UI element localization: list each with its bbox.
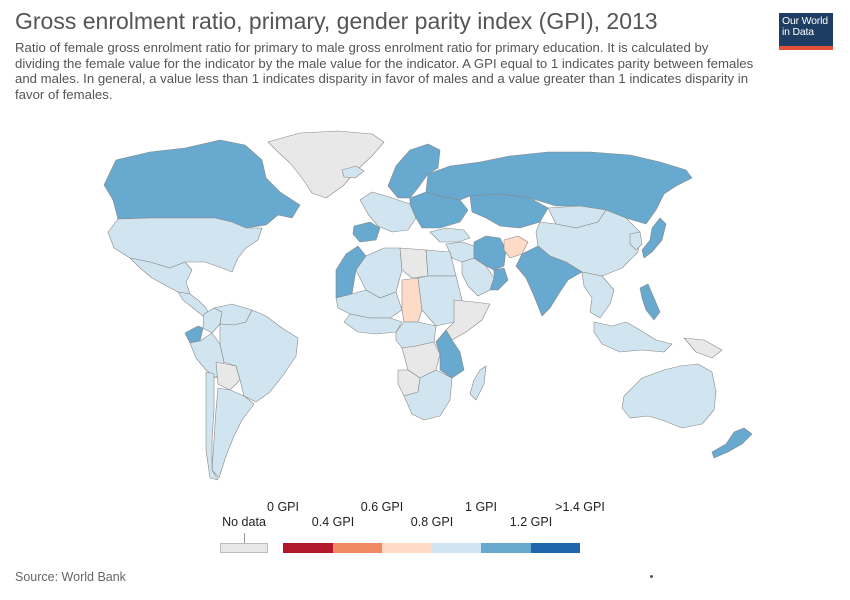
logo-line-1: Our World bbox=[782, 15, 828, 27]
region-libya[interactable] bbox=[399, 247, 429, 279]
region-iceland[interactable] bbox=[341, 165, 365, 179]
chart-subtitle: Ratio of female gross enrolment ratio fo… bbox=[15, 40, 754, 102]
legend-bin-swatch[interactable] bbox=[481, 543, 531, 553]
region-japan[interactable] bbox=[641, 217, 667, 259]
region-india[interactable] bbox=[515, 245, 583, 317]
region-philippines[interactable] bbox=[639, 283, 661, 321]
region-ecuador[interactable] bbox=[184, 325, 204, 344]
region-scandinavia[interactable] bbox=[387, 143, 441, 199]
region-southeast-asia[interactable] bbox=[581, 271, 615, 319]
our-world-in-data-logo[interactable]: Our World in Data bbox=[779, 13, 833, 50]
region-mexico[interactable] bbox=[129, 257, 193, 295]
world-map bbox=[103, 130, 753, 481]
region-horn-of-africa[interactable] bbox=[445, 299, 491, 341]
legend-bin-swatch[interactable] bbox=[333, 543, 382, 553]
legend-tick bbox=[244, 533, 245, 543]
region-australia[interactable] bbox=[621, 363, 717, 429]
region-sudan[interactable] bbox=[417, 275, 463, 327]
region-madagascar[interactable] bbox=[469, 365, 487, 401]
region-turkey[interactable] bbox=[429, 227, 471, 243]
legend-bin-swatch[interactable] bbox=[432, 543, 481, 553]
legend-bin-swatch[interactable] bbox=[382, 543, 432, 553]
region-southern-africa[interactable] bbox=[403, 369, 453, 421]
region-korea[interactable] bbox=[629, 231, 643, 251]
logo-line-2: in Data bbox=[782, 26, 814, 38]
source-note: Source: World Bank bbox=[15, 570, 126, 584]
legend-no-data-swatch[interactable] bbox=[220, 543, 268, 553]
region-brazil[interactable] bbox=[219, 309, 299, 403]
region-bolivia[interactable] bbox=[215, 361, 241, 391]
region-argentina[interactable] bbox=[211, 387, 255, 479]
decorative-dot bbox=[650, 575, 653, 578]
region-central-america[interactable] bbox=[177, 291, 211, 317]
region-east-africa[interactable] bbox=[435, 329, 465, 379]
region-greenland[interactable] bbox=[267, 130, 385, 199]
region-indonesia[interactable] bbox=[593, 321, 673, 353]
region-kazakhstan[interactable] bbox=[469, 193, 549, 229]
region-oman[interactable] bbox=[489, 267, 509, 291]
region-new-zealand[interactable] bbox=[711, 427, 753, 459]
logo-accent-bar bbox=[779, 46, 833, 50]
legend-bin-swatch[interactable] bbox=[283, 543, 333, 553]
legend-bin-swatch[interactable] bbox=[531, 543, 580, 553]
region-papua-new-guinea[interactable] bbox=[683, 337, 723, 359]
chart-title: Gross enrolment ratio, primary, gender p… bbox=[15, 8, 658, 34]
region-iran[interactable] bbox=[473, 235, 507, 271]
region-iberia[interactable] bbox=[352, 221, 381, 243]
region-chile[interactable] bbox=[205, 371, 219, 481]
region-canada[interactable] bbox=[103, 139, 301, 229]
